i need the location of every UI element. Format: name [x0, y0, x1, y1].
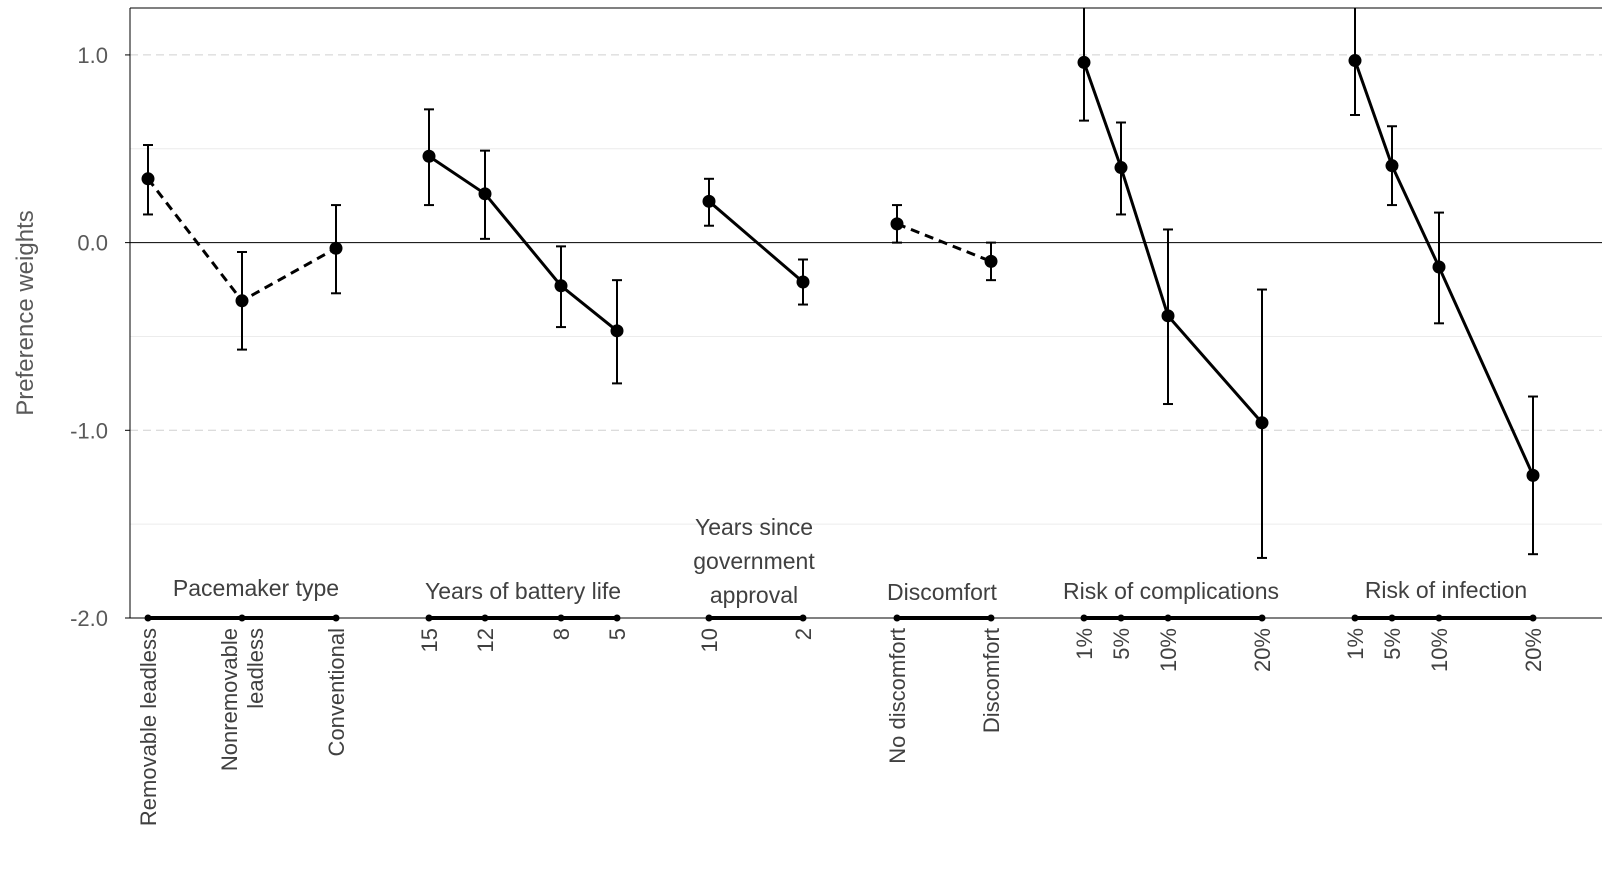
y-axis-label: Preference weights	[12, 210, 39, 415]
series-line	[1082, 61, 1264, 424]
level-label: 1%	[1343, 628, 1368, 660]
group-label: Years since government approval	[693, 514, 815, 608]
group-axis-tick	[1117, 614, 1125, 622]
data-point	[702, 194, 716, 208]
series-group	[890, 204, 998, 622]
y-tick-label: 1.0	[77, 43, 108, 68]
series-group	[1348, 8, 1540, 622]
axes	[129, 7, 1602, 619]
group-axis-tick	[238, 614, 246, 622]
series-layer	[141, 8, 1540, 622]
level-label: Nonremovableleadless	[217, 628, 268, 771]
group-label: Risk of infection	[1365, 577, 1527, 603]
data-point	[235, 294, 249, 308]
data-point	[1077, 55, 1091, 69]
group-axis-tick	[799, 614, 807, 622]
series-group	[1077, 8, 1269, 622]
level-label: Removable leadless	[136, 628, 161, 826]
y-tick-label: 0.0	[77, 231, 108, 256]
group-axis-tick	[481, 614, 489, 622]
level-label: 20%	[1521, 628, 1546, 672]
level-label: Conventional	[324, 628, 349, 756]
series-group	[702, 177, 810, 622]
group-label: Pacemaker type	[173, 575, 339, 601]
gridlines	[130, 54, 1602, 525]
data-point	[1348, 54, 1362, 68]
data-point	[1526, 468, 1540, 482]
group-axis-tick	[987, 614, 995, 622]
y-tick-label: -2.0	[70, 606, 108, 631]
level-label: 15	[417, 628, 442, 652]
group-axis-tick	[893, 614, 901, 622]
level-label: 10	[697, 628, 722, 652]
data-point	[1114, 161, 1128, 175]
series-line	[1353, 60, 1535, 476]
data-point	[1432, 260, 1446, 274]
series-group	[422, 108, 624, 622]
group-label: Years of battery life	[425, 578, 621, 604]
level-label: 12	[473, 628, 498, 652]
data-point	[478, 187, 492, 201]
data-point	[984, 254, 998, 268]
group-axis-tick	[557, 614, 565, 622]
labels-layer: Pacemaker type Removable leadless Nonremov…	[136, 514, 1546, 826]
group-axis-tick	[1258, 614, 1266, 622]
group-label: Discomfort	[887, 579, 998, 605]
y-axis-ticks: 1.0 0.0 -1.0 -2.0	[70, 43, 130, 631]
series-line	[896, 222, 992, 263]
series-group	[141, 144, 343, 622]
level-label: 2	[791, 628, 816, 640]
group-axis-tick	[1435, 614, 1443, 622]
series-line	[708, 200, 804, 284]
group-axis-tick	[613, 614, 621, 622]
data-point	[796, 275, 810, 289]
data-point	[1255, 416, 1269, 430]
data-point	[422, 149, 436, 163]
group-label: Risk of complications	[1063, 578, 1279, 604]
level-label: 10%	[1427, 628, 1452, 672]
data-point	[610, 324, 624, 338]
group-axis-tick	[1351, 614, 1359, 622]
group-axis-tick	[705, 614, 713, 622]
group-axis-tick	[1388, 614, 1396, 622]
data-point	[141, 172, 155, 186]
level-label: 10%	[1156, 628, 1181, 672]
group-axis-tick	[1529, 614, 1537, 622]
group-axis-tick	[425, 614, 433, 622]
group-axis-tick	[144, 614, 152, 622]
level-label: 5	[605, 628, 630, 640]
group-axis-tick	[332, 614, 340, 622]
group-axis-tick	[1080, 614, 1088, 622]
data-point	[329, 241, 343, 255]
data-point	[1161, 309, 1175, 323]
level-label: 5%	[1109, 628, 1134, 660]
level-label: Discomfort	[979, 628, 1004, 733]
data-point	[1385, 159, 1399, 173]
group-axis-tick	[1164, 614, 1172, 622]
level-label: 1%	[1072, 628, 1097, 660]
data-point	[554, 279, 568, 293]
level-label: No discomfort	[885, 628, 910, 764]
level-label: 5%	[1380, 628, 1405, 660]
y-tick-label: -1.0	[70, 418, 108, 443]
level-label: 20%	[1250, 628, 1275, 672]
level-label: 8	[549, 628, 574, 640]
series-line	[428, 155, 618, 332]
data-point	[890, 217, 904, 231]
